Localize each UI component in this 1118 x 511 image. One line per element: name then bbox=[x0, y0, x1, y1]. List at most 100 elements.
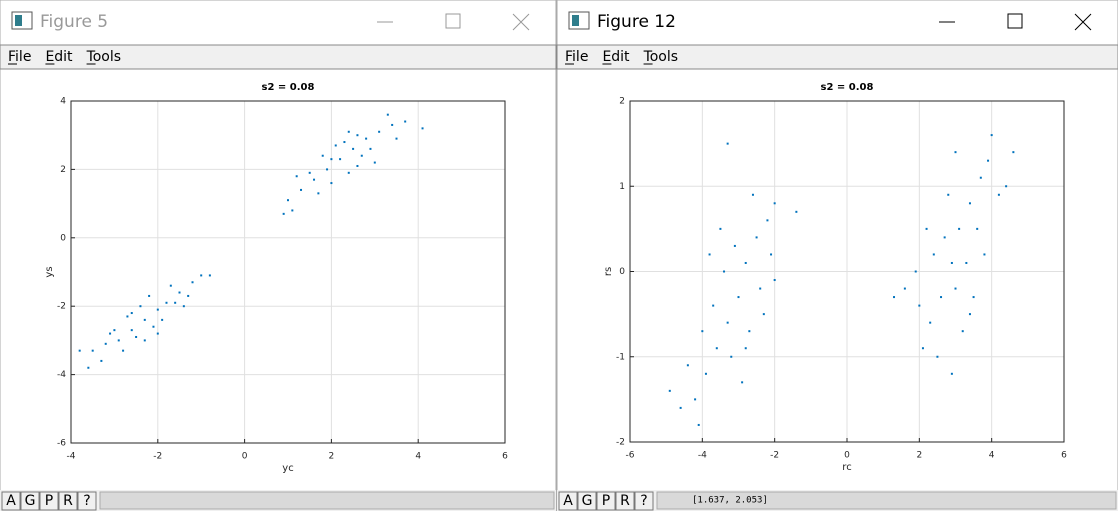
scatter-point bbox=[968, 313, 971, 316]
scatter-point bbox=[143, 318, 146, 321]
scatter-point bbox=[369, 147, 372, 150]
menu-bar bbox=[0, 44, 557, 70]
scatter-point bbox=[135, 335, 138, 338]
toolbar-button-label: ? bbox=[83, 493, 90, 509]
menu-item[interactable]: Tools bbox=[643, 49, 679, 65]
toolbar-button[interactable] bbox=[577, 491, 597, 511]
scatter-point bbox=[965, 261, 968, 264]
toolbar-button[interactable] bbox=[20, 491, 40, 511]
menu-bar bbox=[556, 44, 1118, 70]
menu-item[interactable]: File bbox=[8, 49, 31, 65]
maximize-button[interactable] bbox=[1007, 13, 1023, 29]
toolbar-button[interactable] bbox=[634, 491, 654, 511]
toolbar-button[interactable] bbox=[58, 491, 78, 511]
scatter-point bbox=[918, 304, 921, 307]
close-button[interactable] bbox=[512, 13, 530, 31]
menu-item[interactable]: File bbox=[565, 49, 588, 65]
scatter-point bbox=[972, 296, 975, 299]
scatter-point bbox=[925, 227, 928, 230]
scatter-point bbox=[282, 212, 285, 215]
menu-item[interactable]: Edit bbox=[602, 49, 630, 65]
scatter-point bbox=[421, 127, 424, 130]
scatter-point bbox=[360, 154, 363, 157]
scatter-point bbox=[932, 253, 935, 256]
y-tick-label: -6 bbox=[57, 439, 66, 449]
scatter-point bbox=[943, 236, 946, 239]
status-bar bbox=[99, 491, 555, 510]
y-axis-label: ys bbox=[44, 266, 55, 277]
toolbar-button[interactable] bbox=[1, 491, 21, 511]
scatter-point bbox=[968, 202, 971, 205]
window-title: Figure 12 bbox=[597, 12, 676, 32]
scatter-point bbox=[100, 359, 103, 362]
scatter-point bbox=[161, 318, 164, 321]
scatter-point bbox=[356, 164, 359, 167]
scatter-point bbox=[723, 270, 726, 273]
scatter-point bbox=[169, 284, 172, 287]
y-tick-label: -2 bbox=[616, 438, 625, 448]
y-tick-label: 0 bbox=[619, 267, 625, 277]
scatter-point bbox=[715, 347, 718, 350]
axes-box bbox=[70, 100, 506, 444]
x-axis-label: yc bbox=[282, 463, 293, 474]
scatter-point bbox=[373, 161, 376, 164]
scatter-point bbox=[391, 123, 394, 126]
maximize-button[interactable] bbox=[445, 13, 461, 29]
scatter-point bbox=[122, 349, 125, 352]
scatter-point bbox=[997, 193, 1000, 196]
scatter-point bbox=[291, 209, 294, 212]
scatter-point bbox=[308, 171, 311, 174]
toolbar-button[interactable] bbox=[77, 491, 97, 511]
scatter-point bbox=[741, 381, 744, 384]
scatter-point bbox=[697, 423, 700, 426]
scatter-point bbox=[313, 178, 316, 181]
scatter-point bbox=[744, 261, 747, 264]
scatter-point bbox=[668, 389, 671, 392]
y-tick-label: 0 bbox=[60, 233, 66, 243]
scatter-point bbox=[317, 192, 320, 195]
scatter-point bbox=[990, 134, 993, 137]
x-tick-label: 4 bbox=[415, 452, 421, 462]
scatter-point bbox=[404, 120, 407, 123]
scatter-point bbox=[950, 261, 953, 264]
x-tick-label: 0 bbox=[844, 451, 850, 461]
scatter-point bbox=[737, 296, 740, 299]
toolbar-button[interactable] bbox=[558, 491, 578, 511]
scatter-point bbox=[961, 330, 964, 333]
toolbar-button[interactable] bbox=[596, 491, 616, 511]
x-tick-label: 6 bbox=[1061, 451, 1067, 461]
scatter-point bbox=[352, 147, 355, 150]
toolbar-button-label: A bbox=[6, 493, 16, 509]
scatter-point bbox=[954, 287, 957, 290]
x-tick-label: -4 bbox=[67, 452, 76, 462]
scatter-point bbox=[954, 151, 957, 154]
x-tick-label: 6 bbox=[502, 452, 508, 462]
scatter-point bbox=[386, 113, 389, 116]
scatter-point bbox=[178, 291, 181, 294]
toolbar-button-label: P bbox=[45, 493, 53, 509]
scatter-point bbox=[950, 372, 953, 375]
toolbar-button-label: R bbox=[620, 493, 630, 509]
close-button[interactable] bbox=[1074, 13, 1092, 31]
scatter-point bbox=[733, 244, 736, 247]
scatter-point bbox=[921, 347, 924, 350]
scatter-point bbox=[755, 236, 758, 239]
x-axis-label: rc bbox=[842, 462, 851, 473]
scatter-point bbox=[156, 308, 159, 311]
y-axis-label: rs bbox=[603, 267, 614, 276]
toolbar-button[interactable] bbox=[39, 491, 59, 511]
toolbar-button[interactable] bbox=[615, 491, 635, 511]
toolbar-button-label: G bbox=[25, 493, 36, 509]
menu-item[interactable]: Edit bbox=[45, 49, 73, 65]
scatter-point bbox=[295, 175, 298, 178]
scatter-point bbox=[751, 193, 754, 196]
scatter-point bbox=[300, 188, 303, 191]
scatter-point bbox=[152, 325, 155, 328]
y-tick-label: -2 bbox=[57, 302, 66, 312]
y-tick-label: 2 bbox=[60, 165, 66, 175]
scatter-point bbox=[719, 227, 722, 230]
menu-item[interactable]: Tools bbox=[86, 49, 122, 65]
scatter-point bbox=[139, 305, 142, 308]
window-icon-inner bbox=[572, 15, 579, 26]
